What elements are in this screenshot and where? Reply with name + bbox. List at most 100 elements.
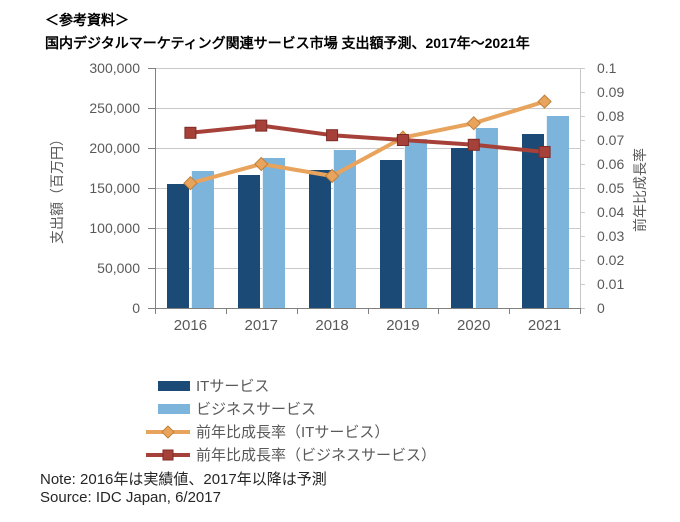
left-axis-tick-label: 200,000	[89, 140, 140, 156]
left-axis-tick-label: 100,000	[89, 220, 140, 236]
legend-item-business-bars: ビジネスサービス	[146, 397, 436, 420]
right-axis-tick-label: 0.07	[597, 132, 625, 148]
x-axis-tickmark	[509, 308, 511, 314]
x-axis-tickmark	[225, 308, 227, 314]
bar-it-2017	[238, 175, 261, 308]
marker-diamond-it-2021	[537, 94, 552, 109]
legend-item-business-growth: 前年比成長率（ビジネスサービス）	[146, 443, 436, 466]
x-label-2020: 2020	[457, 317, 491, 334]
legend-label-it-bars: ITサービス	[196, 378, 270, 395]
gridline	[155, 148, 580, 149]
right-axis-tickmark	[580, 260, 585, 261]
growth-line-business	[190, 123, 545, 154]
right-axis-tickmark	[580, 188, 585, 189]
legend-swatch-cell	[146, 448, 190, 462]
x-label-2019: 2019	[386, 317, 420, 334]
x-axis-tickmark	[296, 308, 298, 314]
x-axis-tickmark	[580, 308, 581, 314]
legend-marker-square	[162, 449, 174, 460]
right-axis-tick-label: 0.04	[597, 204, 625, 220]
marker-diamond-it-2020	[466, 115, 481, 131]
right-axis-tick-label: 0.02	[597, 252, 625, 268]
left-axis-tick-label: 250,000	[89, 100, 140, 116]
right-axis-tickmark	[580, 68, 585, 69]
left-axis-tickmark	[148, 68, 155, 69]
left-axis-tickmark	[148, 228, 155, 229]
left-axis-tick-label: 0	[132, 300, 140, 316]
x-label-2018: 2018	[315, 317, 349, 334]
x-axis-tickmark	[367, 308, 369, 314]
gridline	[155, 108, 580, 109]
right-axis-tickmark	[580, 140, 585, 141]
legend-label-business-bars: ビジネスサービス	[196, 401, 317, 418]
gridline	[155, 188, 580, 189]
legend-swatch-cell	[146, 424, 190, 439]
marker-square-business-2019	[396, 134, 409, 146]
gridline	[155, 228, 580, 229]
bar-business-2018	[333, 150, 357, 308]
bar-it-2016	[167, 184, 190, 308]
gridline	[155, 68, 580, 69]
legend-label-it-growth: 前年比成長率（ITサービス）	[196, 424, 390, 441]
left-axis-tickmark	[148, 268, 155, 269]
left-axis-tickmark	[148, 188, 155, 189]
chart-title: 国内デジタルマーケティング関連サービス市場 支出額予測、2017年～2021年	[45, 35, 530, 51]
right-axis-tick-label: 0	[597, 300, 605, 316]
legend-bar-swatch-business-bars	[158, 403, 190, 414]
legend-swatch-cell	[146, 403, 190, 414]
right-axis-tickmark	[580, 284, 585, 285]
bar-business-2017	[262, 158, 286, 308]
plot-area	[155, 68, 580, 308]
left-axis-tick-label: 150,000	[89, 180, 140, 196]
legend-bar-swatch-it-bars	[158, 380, 190, 391]
x-label-2016: 2016	[173, 317, 208, 334]
right-axis-tick-label: 0.01	[597, 276, 625, 292]
legend-label-business-growth: 前年比成長率（ビジネスサービス）	[196, 447, 437, 464]
right-axis-tickmark	[580, 236, 585, 237]
right-axis-tickmark	[580, 212, 585, 213]
marker-square-business-2018	[326, 129, 339, 142]
x-axis-tickmark	[155, 308, 156, 314]
left-axis-tickmark	[148, 108, 155, 109]
bar-business-2020	[474, 128, 498, 308]
bottom-axis-line	[155, 308, 581, 309]
legend-line-swatch-business-growth	[146, 449, 190, 460]
bar-it-2021	[521, 133, 544, 308]
marker-square-business-2017	[255, 119, 268, 132]
right-axis-line	[580, 68, 581, 308]
gridline	[155, 268, 580, 269]
legend-swatch-cell	[146, 380, 190, 391]
marker-diamond-it-2018	[324, 168, 340, 184]
legend-item-it-growth: 前年比成長率（ITサービス）	[146, 420, 436, 443]
source-text: Source: IDC Japan, 6/2017	[40, 489, 221, 506]
bar-it-2018	[309, 169, 332, 308]
bar-it-2020	[450, 148, 473, 308]
right-axis-tick-label: 0.05	[597, 180, 625, 196]
marker-square-business-2016	[184, 126, 197, 139]
marker-diamond-it-2017	[254, 156, 269, 172]
bar-it-2019	[379, 160, 402, 308]
bar-business-2019	[403, 139, 427, 308]
x-axis-tickmark	[438, 308, 440, 314]
marker-diamond-it-2016	[183, 175, 198, 191]
right-axis-tickmark	[580, 308, 585, 309]
legend-line-swatch-it-growth	[146, 424, 190, 439]
right-axis-tick-label: 0.08	[597, 108, 625, 124]
note-text: Note: 2016年は実績値、2017年以降は予測	[40, 471, 327, 488]
reference-label: ＜参考資料＞	[45, 12, 129, 28]
right-axis-tickmark	[580, 116, 585, 117]
left-axis-line	[155, 68, 156, 308]
marker-square-business-2021	[538, 146, 551, 158]
marker-square-business-2020	[467, 138, 480, 151]
legend-item-it-bars: ITサービス	[146, 374, 436, 397]
right-axis-tickmark	[580, 92, 585, 93]
growth-line-it	[189, 99, 546, 186]
left-axis-tickmark	[148, 148, 155, 149]
right-axis-tick-label: 0.1	[597, 60, 617, 76]
left-axis-tick-label: 300,000	[89, 60, 140, 76]
left-axis-tick-label: 50,000	[97, 260, 140, 276]
right-axis-tick-label: 0.09	[597, 84, 625, 100]
right-axis-tickmark	[580, 164, 585, 165]
left-axis-tickmark	[148, 308, 155, 309]
